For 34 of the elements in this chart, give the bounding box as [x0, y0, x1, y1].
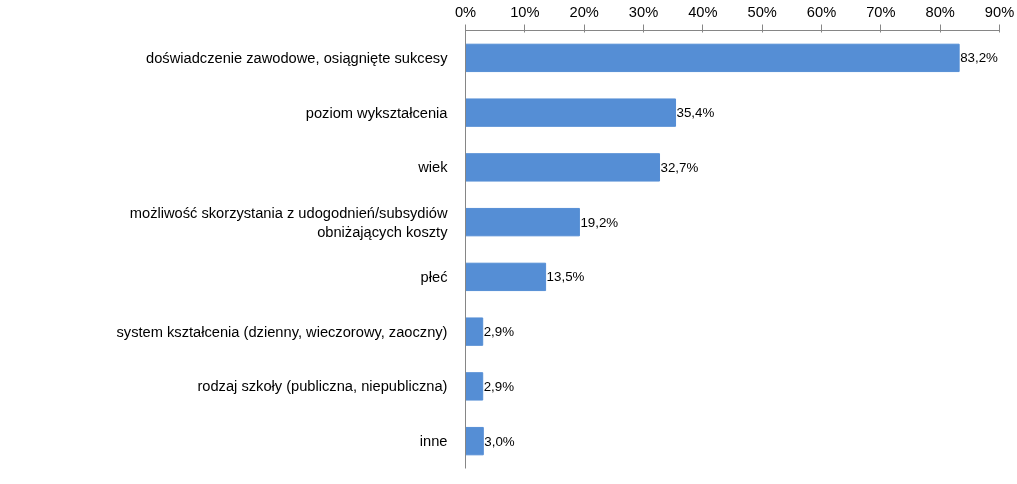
y-tick-label: doświadczenie zawodowe, osiągnięte sukcesy	[146, 49, 449, 66]
bar	[465, 426, 484, 456]
x-tick-label: 80%	[925, 3, 955, 20]
y-tick-label: system kształcenia (dzienny, wieczorowy, zaoczny)	[116, 323, 448, 340]
x-tick-label: 40%	[688, 3, 718, 20]
data-label: 13,5%	[546, 269, 585, 285]
y-tick-label: wiek	[417, 159, 449, 176]
x-tick-label: 70%	[866, 3, 896, 20]
bar	[465, 372, 484, 401]
y-tick-label: inne	[419, 433, 448, 450]
data-label: 2,9%	[483, 324, 515, 340]
bar	[465, 153, 661, 182]
data-label: 2,9%	[483, 378, 515, 394]
bar	[465, 43, 960, 73]
bar	[465, 317, 484, 346]
x-tick-label: 60%	[806, 3, 837, 20]
data-label: 83,2%	[960, 50, 999, 66]
x-tick-label: 50%	[747, 3, 777, 20]
y-tick-label: możliwość skorzystania z udogodnień/subsydiów obniżających koszty	[129, 204, 449, 240]
y-tick-label: poziom wykształcenia	[305, 104, 449, 121]
data-label: 32,7%	[660, 159, 699, 175]
data-label: 19,2%	[580, 214, 619, 230]
data-label: 35,4%	[676, 105, 715, 121]
y-tick-label: rodzaj szkoły (publiczna, niepubliczna)	[197, 378, 448, 395]
x-tick-label: 30%	[628, 3, 659, 20]
data-label: 3,0%	[484, 433, 515, 449]
x-tick-label: 10%	[510, 3, 540, 20]
y-tick-label: płeć	[420, 268, 448, 285]
x-tick-label: 0%	[454, 3, 477, 20]
x-tick-label: 90%	[984, 3, 1015, 20]
bar	[465, 207, 580, 237]
x-tick-label: 20%	[569, 3, 599, 20]
bar	[465, 98, 677, 127]
bar	[465, 262, 547, 292]
